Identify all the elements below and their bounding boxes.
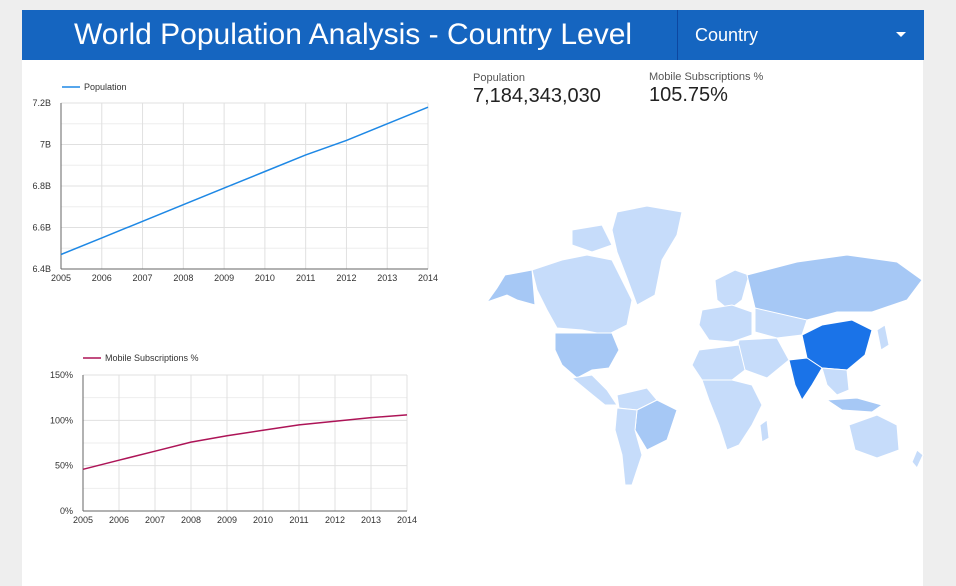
population-line-chart: 6.4B 6.6B 6.8B 7B 7.2B 2005 2006 2007 2008 2009 20… [32,82,438,283]
population-x-tick-label: 2005 [51,273,71,283]
country-filter-label: Country [695,25,759,45]
population-y-tick-label: 7B [40,140,51,150]
mobile-y-tick-label: 50% [55,461,73,471]
mobile-series-line [82,414,408,471]
mobile-x-tick-label: 2008 [181,515,201,525]
map-region-russia [746,254,923,321]
mobile-x-tick-label: 2012 [325,515,345,525]
map-region-europe [698,304,753,343]
map-region-mexico [570,374,618,406]
mobile-score-value: 105.75% [649,84,728,106]
map-region-new-zealand [911,449,924,469]
population-series-line [60,106,429,256]
population-x-tick-label: 2012 [336,273,356,283]
population-legend-label: Population [84,82,127,92]
population-y-tick-label: 6.8B [32,181,51,191]
map-region-arctic-islands [571,224,613,253]
report-header: World Population Analysis - Country Leve… [22,10,924,60]
population-x-tick-label: 2006 [92,273,112,283]
population-y-tick-label: 6.6B [32,223,51,233]
country-filter-dropdown[interactable]: Country [677,10,924,60]
report-title: World Population Analysis - Country Leve… [74,18,633,51]
map-region-central-asia [754,307,808,339]
map-region-brazil [634,399,678,451]
mobile-y-tick-label: 100% [50,415,73,425]
population-y-tick-label: 7.2B [32,98,51,108]
world-geo-map[interactable] [477,200,937,490]
mobile-x-tick-label: 2010 [253,515,273,525]
map-region-madagascar [759,419,770,443]
population-x-tick-label: 2010 [255,273,275,283]
population-x-tick-label: 2007 [133,273,153,283]
map-region-united-states [554,332,620,379]
mobile-subscriptions-scorecard: Mobile Subscriptions % 105.75% [649,71,763,107]
dropdown-arrow-icon [896,32,906,37]
mobile-y-tick-label: 0% [60,506,73,516]
map-region-alaska [485,269,536,306]
population-x-tick-label: 2014 [418,273,438,283]
population-x-tick-label: 2011 [296,273,315,283]
mobile-y-tick-label: 150% [50,370,73,380]
population-x-tick-label: 2009 [214,273,234,283]
population-score-value: 7,184,343,030 [473,85,601,107]
map-region-middle-east [736,337,790,379]
population-score-label: Population [473,72,525,84]
population-x-tick-label: 2013 [377,273,397,283]
map-region-australia [848,414,900,459]
map-region-southeast-asia [821,367,850,396]
mobile-x-tick-label: 2006 [109,515,129,525]
mobile-x-tick-label: 2013 [361,515,381,525]
map-region-sub-saharan-africa [701,379,763,451]
mobile-legend-label: Mobile Subscriptions % [105,353,199,363]
mobile-x-tick-label: 2005 [73,515,93,525]
mobile-score-label: Mobile Subscriptions % [649,71,764,83]
population-x-tick-label: 2008 [173,273,193,283]
map-region-canada [531,254,633,336]
map-region-scandinavia [714,269,750,311]
map-region-indonesia [825,397,884,413]
mobile-x-tick-label: 2007 [145,515,165,525]
map-region-japan [876,324,890,351]
map-region-greenland [611,205,683,306]
map-region-north-africa [691,344,746,381]
population-scorecard: Population 7,184,343,030 [473,72,601,108]
map-region-india [788,357,823,402]
map-region-south-america-west [614,407,643,486]
world-map-svg [485,205,924,486]
report-canvas: World Population Analysis - Country Leve… [22,10,924,586]
population-y-tick-label: 6.4B [32,264,51,274]
mobile-x-tick-label: 2009 [217,515,237,525]
mobile-x-tick-label: 2011 [289,515,308,525]
mobile-x-tick-label: 2014 [397,515,417,525]
mobile-subscriptions-line-chart: 0% 50% 100% 150% 2005 2006 2007 2008 2009 2010 201… [50,353,417,525]
